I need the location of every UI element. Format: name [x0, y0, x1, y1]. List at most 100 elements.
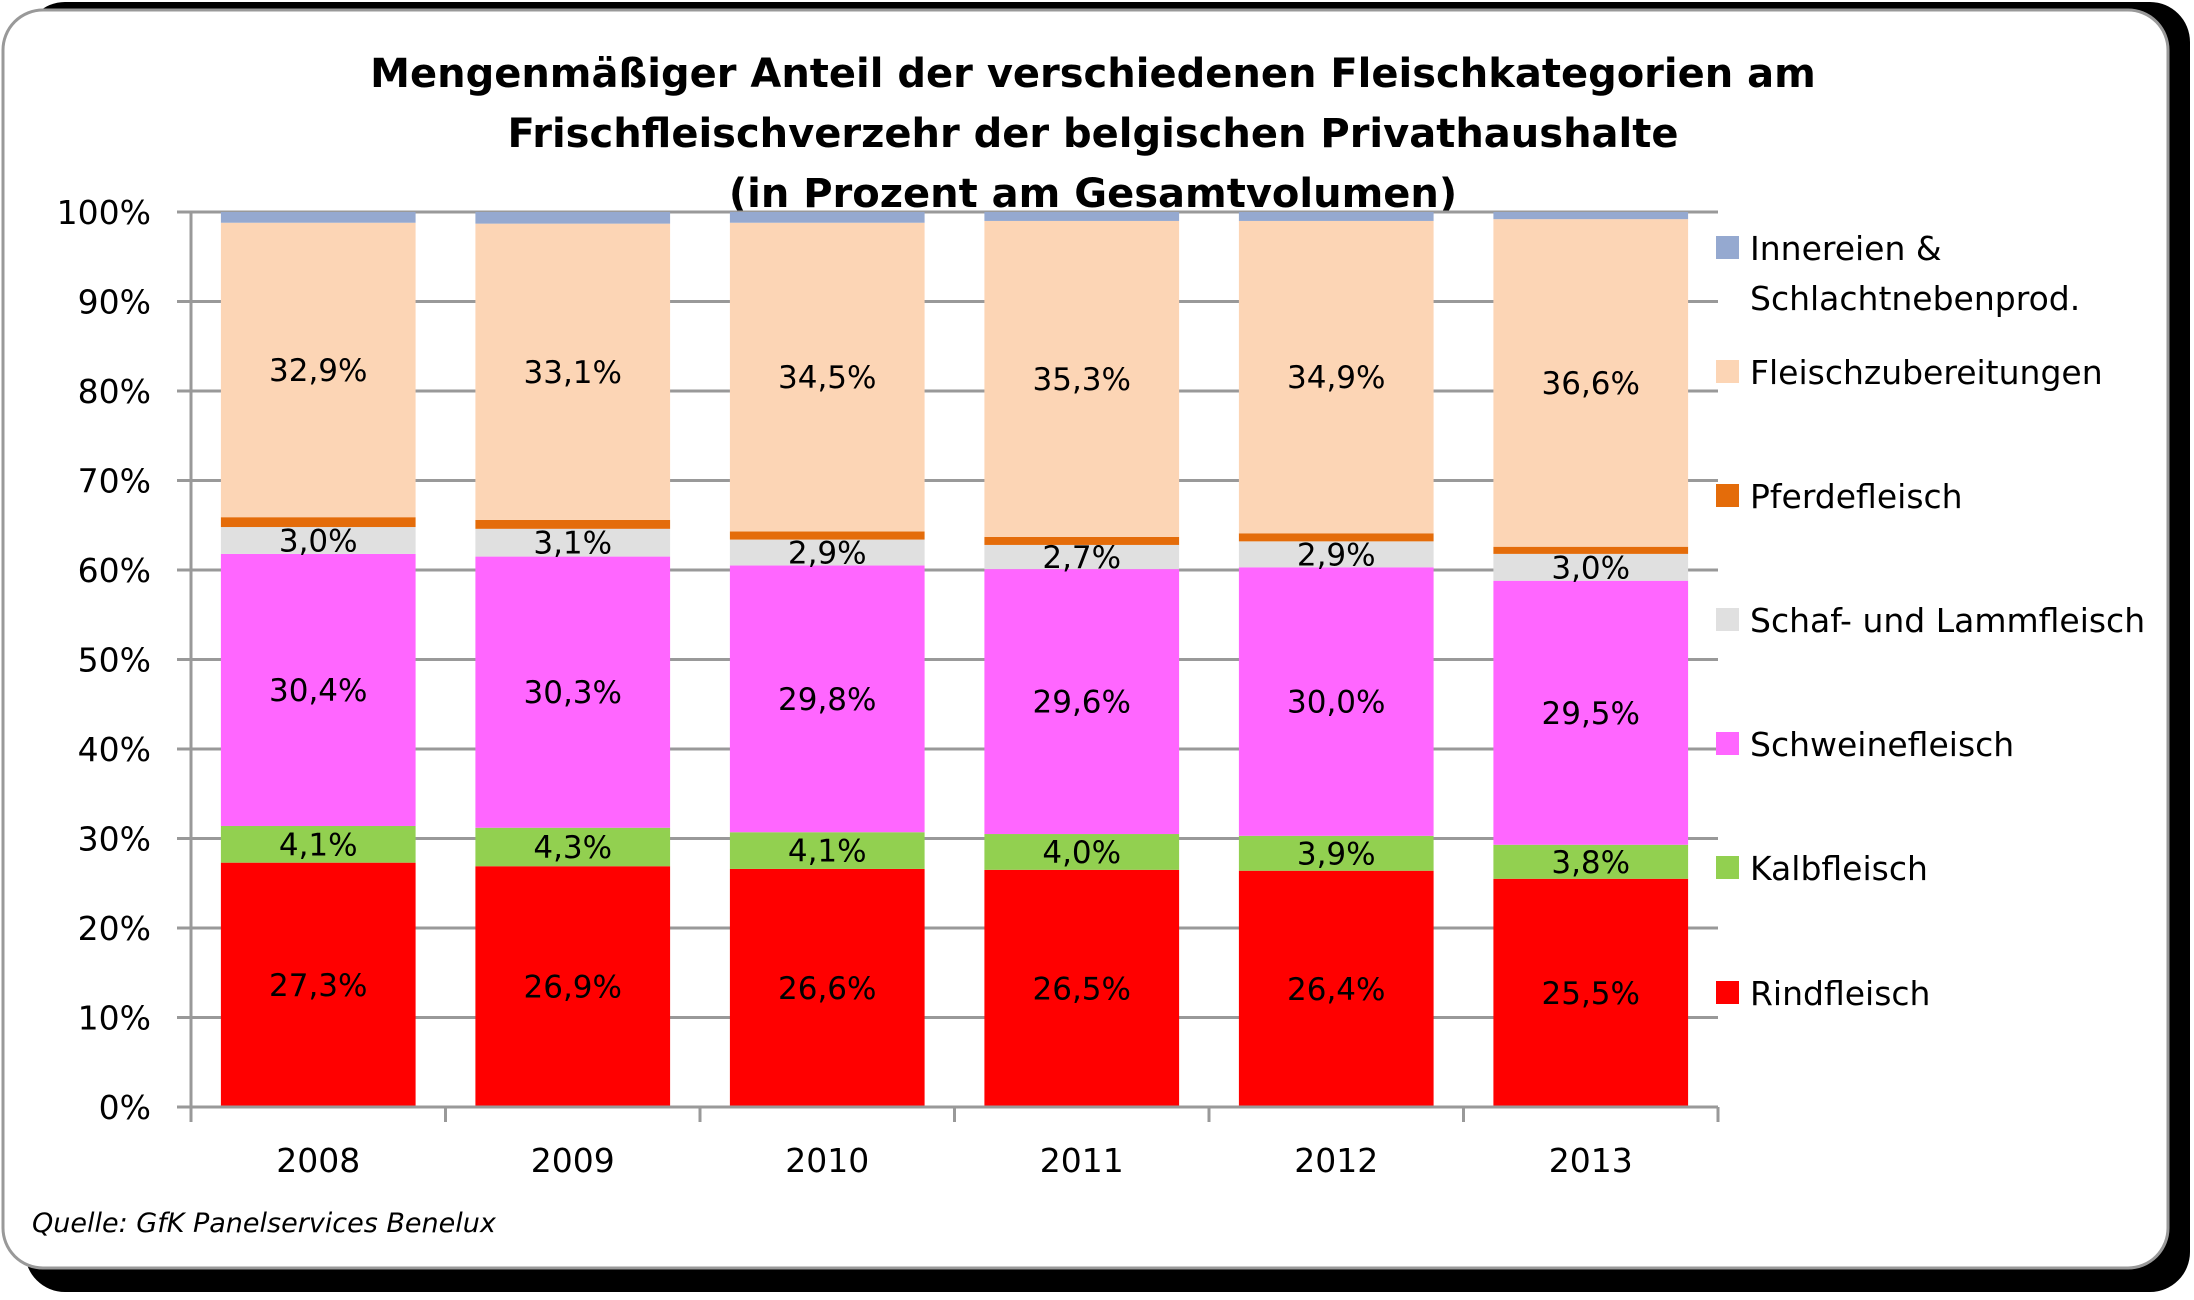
bar-segment-schaf-und-lammfleisch-2013 [1493, 553, 1689, 581]
bar-segment-fleischzubereitungen-2012 [1238, 220, 1434, 534]
data-label: 2,9% [1297, 537, 1376, 573]
x-tick-label: 2011 [1040, 1141, 1124, 1180]
legend-swatch [1716, 981, 1739, 1004]
legend-item: Innereien & Schlachtnebenprod. [1716, 229, 2080, 318]
bar-segment-innereien-schlachtnebenprod-2013 [1493, 212, 1689, 220]
x-tick-label: 2010 [785, 1141, 869, 1180]
data-label: 4,1% [788, 834, 867, 870]
data-label: 3,0% [1551, 550, 1630, 586]
bar-segment-rindfleisch-2010 [729, 868, 925, 1107]
legend-item: Fleischzubereitungen [1716, 353, 2103, 392]
bar-segment-pferdefleisch-2011 [984, 536, 1180, 545]
bar-segment-fleischzubereitungen-2011 [984, 220, 1180, 537]
bar-segment-pferdefleisch-2012 [1238, 533, 1434, 542]
legend-item: Schweinefleisch [1716, 725, 2014, 764]
data-labels: 27,3% 4,1% 30,4% 3,0% 32,9% 26,9% 4,3% 30,3% 3,1… [269, 353, 1640, 1012]
legend-label: Schaf- und Lammfleisch [1750, 601, 2145, 640]
data-label: 3,9% [1297, 836, 1376, 872]
title-line-3: (in Prozent am Gesamtvolumen) [729, 171, 1457, 217]
bar-segment-rindfleisch-2011 [984, 869, 1180, 1107]
data-label: 3,8% [1551, 845, 1630, 881]
bar-segment-fleischzubereitungen-2010 [729, 222, 925, 532]
bar-segment-schweinefleisch-2010 [729, 565, 925, 833]
y-tick-label: 0% [99, 1088, 151, 1127]
bar-segment-schweinefleisch-2013 [1493, 580, 1689, 845]
bar-segment-schaf-und-lammfleisch-2011 [984, 544, 1180, 570]
data-label: 2,9% [788, 536, 867, 572]
data-label: 4,0% [1042, 835, 1121, 871]
legend-item: Schaf- und Lammfleisch [1716, 601, 2145, 640]
bar-segment-fleischzubereitungen-2013 [1493, 219, 1689, 547]
data-label: 34,5% [778, 360, 876, 396]
bar-segment-innereien-schlachtnebenprod-2008 [220, 212, 416, 223]
legend-item: Rindfleisch [1716, 974, 1930, 1013]
data-label: 29,6% [1033, 685, 1131, 721]
bar-segment-kalbfleisch-2009 [475, 827, 671, 867]
bar-segment-rindfleisch-2013 [1493, 878, 1689, 1107]
bar-segment-innereien-schlachtnebenprod-2012 [1238, 212, 1434, 221]
data-label: 3,1% [533, 526, 612, 562]
data-label: 36,6% [1542, 366, 1640, 402]
title-line-1: Mengenmäßiger Anteil der verschiedenen F… [370, 51, 1816, 97]
bar-segment-schweinefleisch-2012 [1238, 567, 1434, 836]
y-tick-label: 80% [78, 372, 151, 411]
bar-segment-schweinefleisch-2011 [984, 569, 1180, 835]
bar-segment-fleischzubereitungen-2009 [475, 223, 671, 520]
data-label: 26,6% [778, 971, 876, 1007]
legend-swatch [1716, 732, 1739, 755]
bar-segment-pferdefleisch-2008 [220, 517, 416, 528]
bar-segment-kalbfleisch-2012 [1238, 835, 1434, 871]
legend-label: Kalbfleisch [1750, 849, 1928, 888]
x-tick-label: 2012 [1294, 1141, 1378, 1180]
legend-swatch [1716, 608, 1739, 631]
legend: Innereien & Schlachtnebenprod. Fleischzube… [1716, 229, 2145, 1013]
data-label: 35,3% [1033, 362, 1131, 398]
bar-segment-schaf-und-lammfleisch-2009 [475, 528, 671, 557]
legend-swatch [1716, 236, 1739, 259]
legend-swatch [1716, 856, 1739, 879]
bars [220, 212, 1689, 1107]
data-label: 29,5% [1542, 696, 1640, 732]
bar-segment-innereien-schlachtnebenprod-2011 [984, 212, 1180, 221]
source-note: Quelle: GfK Panelservices Benelux [32, 1208, 497, 1239]
bar-segment-schweinefleisch-2009 [475, 556, 671, 828]
legend-label: Rindfleisch [1750, 974, 1930, 1013]
legend-label: Pferdefleisch [1750, 477, 1963, 516]
y-tick-label: 40% [78, 730, 151, 769]
bar-segment-schaf-und-lammfleisch-2012 [1238, 541, 1434, 568]
data-label: 30,4% [269, 673, 367, 709]
data-label: 25,5% [1542, 976, 1640, 1012]
x-tick-label: 2009 [531, 1141, 615, 1180]
legend-label: Schweinefleisch [1750, 725, 2014, 764]
bar-segment-fleischzubereitungen-2008 [220, 222, 416, 518]
bar-segment-rindfleisch-2009 [475, 866, 671, 1107]
bar-segment-innereien-schlachtnebenprod-2009 [475, 212, 671, 224]
legend-item: Pferdefleisch [1716, 477, 1963, 516]
y-tick-label: 50% [78, 641, 151, 680]
x-tick-label: 2008 [276, 1141, 360, 1180]
bar-segment-kalbfleisch-2011 [984, 834, 1180, 870]
y-tick-label: 60% [78, 551, 151, 590]
data-label: 2,7% [1042, 540, 1121, 576]
data-label: 34,9% [1287, 360, 1385, 396]
legend-item: Kalbfleisch [1716, 849, 1928, 888]
legend-swatch [1716, 360, 1739, 383]
bar-segment-innereien-schlachtnebenprod-2010 [729, 212, 925, 223]
bar-segment-kalbfleisch-2010 [729, 832, 925, 869]
y-tick-label: 10% [78, 999, 151, 1038]
data-label: 3,0% [279, 523, 358, 559]
bar-segment-pferdefleisch-2013 [1493, 546, 1689, 554]
bar-segment-kalbfleisch-2008 [220, 825, 416, 863]
data-label: 27,3% [269, 968, 367, 1004]
bar-segment-rindfleisch-2008 [220, 862, 416, 1107]
y-tick-label: 20% [78, 909, 151, 948]
data-label: 26,9% [524, 970, 622, 1006]
y-tick-label: 30% [78, 820, 151, 859]
y-tick-label: 70% [78, 462, 151, 501]
bar-segment-pferdefleisch-2010 [729, 531, 925, 540]
bar-segment-pferdefleisch-2009 [475, 519, 671, 529]
bar-segment-kalbfleisch-2013 [1493, 844, 1689, 879]
bar-segment-schaf-und-lammfleisch-2010 [729, 539, 925, 566]
bar-segment-schaf-und-lammfleisch-2008 [220, 527, 416, 554]
